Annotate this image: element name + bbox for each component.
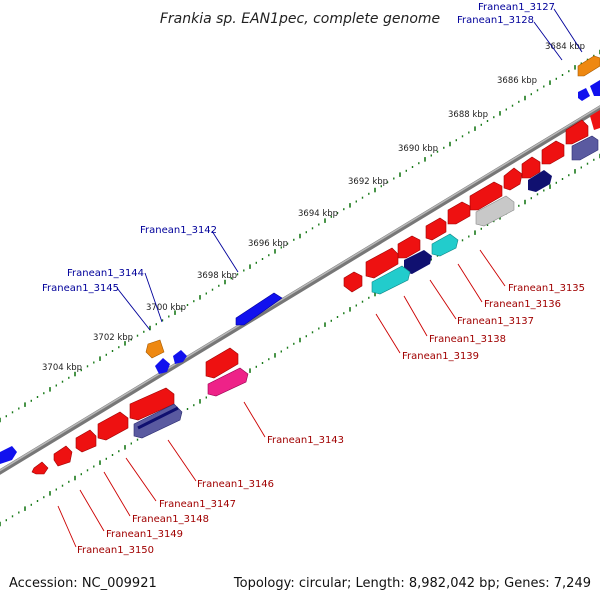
- gene-feature[interactable]: [425, 217, 447, 241]
- map-title: Frankia sp. EAN1pec, complete genome: [160, 11, 440, 27]
- kbp-label: 3696 kbp: [248, 239, 288, 249]
- leader-line: [116, 287, 151, 331]
- gene-feature[interactable]: [207, 367, 249, 397]
- gene-label[interactable]: Franean1_3138: [429, 334, 506, 345]
- gene-label[interactable]: Franean1_3127: [478, 2, 555, 13]
- leader-line: [211, 230, 239, 273]
- genome-summary-text: Topology: circular; Length: 8,982,042 bp…: [233, 576, 591, 591]
- leader-line: [403, 295, 428, 337]
- gene-label[interactable]: Franean1_3144: [67, 268, 144, 279]
- gene-label[interactable]: Franean1_3139: [402, 351, 479, 362]
- gene-feature[interactable]: [565, 119, 589, 145]
- gene-feature[interactable]: [75, 429, 97, 453]
- gene-feature[interactable]: [571, 135, 599, 161]
- kbp-label: 3698 kbp: [197, 271, 237, 281]
- gene-label[interactable]: Franean1_3148: [132, 514, 209, 525]
- gene-feature[interactable]: [521, 156, 541, 179]
- kbp-label: 3686 kbp: [497, 76, 537, 86]
- gene-feature[interactable]: [205, 347, 239, 379]
- leader-line: [144, 272, 163, 323]
- kbp-label: 3704 kbp: [42, 363, 82, 373]
- upper-strand-genes: [0, 55, 600, 464]
- gene-label[interactable]: Franean1_3137: [457, 316, 534, 327]
- gene-label[interactable]: Franean1_3143: [267, 435, 344, 446]
- gene-feature[interactable]: [503, 167, 523, 191]
- gene-feature[interactable]: [371, 265, 411, 295]
- gene-label[interactable]: Franean1_3149: [106, 529, 183, 540]
- leader-line: [479, 249, 506, 287]
- kbp-label: 3684 kbp: [545, 42, 585, 52]
- leader-line: [457, 263, 483, 303]
- gene-feature[interactable]: [577, 55, 600, 77]
- gene-feature[interactable]: [578, 88, 590, 101]
- gene-feature[interactable]: [97, 411, 129, 441]
- gene-feature[interactable]: [404, 250, 432, 274]
- gene-label[interactable]: Franean1_3147: [159, 499, 236, 510]
- lower-strand-genes: [133, 135, 599, 439]
- gene-feature[interactable]: [541, 140, 565, 165]
- lower-gene-labels: Franean1_3135 Franean1_3136 Franean1_313…: [77, 283, 585, 556]
- gene-feature[interactable]: [173, 350, 187, 364]
- gene-feature[interactable]: [590, 110, 600, 130]
- leader-line: [125, 457, 157, 502]
- gene-feature[interactable]: [343, 271, 363, 293]
- leader-line: [553, 8, 583, 53]
- backbone-highlight: [0, 105, 600, 472]
- gene-label[interactable]: Franean1_3136: [484, 299, 561, 310]
- gene-feature[interactable]: [53, 445, 73, 467]
- upper-gene-labels: Franean1_3127 Franean1_3128 Franean1_314…: [42, 2, 555, 294]
- gene-feature[interactable]: [590, 80, 600, 96]
- gene-label[interactable]: Franean1_3142: [140, 225, 217, 236]
- gene-label[interactable]: Franean1_3150: [77, 545, 154, 556]
- kbp-label: 3688 kbp: [448, 110, 488, 120]
- gene-feature[interactable]: [431, 233, 459, 257]
- leader-line: [57, 505, 77, 548]
- gene-label[interactable]: Franean1_3146: [197, 479, 274, 490]
- leader-line: [79, 489, 105, 532]
- gene-feature[interactable]: [528, 170, 552, 192]
- gene-label[interactable]: Franean1_3135: [508, 283, 585, 294]
- gene-feature[interactable]: [0, 446, 17, 464]
- genome-backbone: [0, 105, 600, 475]
- kbp-label: 3694 kbp: [298, 209, 338, 219]
- gene-feature-overlay: [137, 406, 179, 430]
- leader-line: [167, 439, 197, 482]
- gene-feature[interactable]: [145, 339, 165, 359]
- kbp-labels: 3684 kbp 3686 kbp 3688 kbp 3690 kbp 3692…: [42, 42, 585, 373]
- accession-text: Accession: NC_009921: [9, 576, 157, 591]
- leader-line: [533, 21, 563, 61]
- gene-feature[interactable]: [155, 358, 170, 374]
- gene-feature[interactable]: [447, 201, 471, 225]
- kbp-label: 3700 kbp: [146, 303, 186, 313]
- leader-line: [103, 471, 131, 517]
- leader-lines: [57, 8, 583, 548]
- gene-label[interactable]: Franean1_3128: [457, 15, 534, 26]
- gene-feature[interactable]: [31, 461, 49, 475]
- leader-line: [243, 401, 266, 438]
- leader-line: [375, 313, 401, 354]
- gene-feature[interactable]: [235, 292, 283, 326]
- gene-label[interactable]: Franean1_3145: [42, 283, 119, 294]
- kbp-label: 3690 kbp: [398, 144, 438, 154]
- kbp-label: 3702 kbp: [93, 333, 133, 343]
- middle-strand-genes: [31, 110, 600, 475]
- kbp-label: 3692 kbp: [348, 177, 388, 187]
- gene-feature[interactable]: [475, 195, 515, 227]
- gene-feature[interactable]: [365, 247, 399, 279]
- leader-line: [429, 279, 457, 320]
